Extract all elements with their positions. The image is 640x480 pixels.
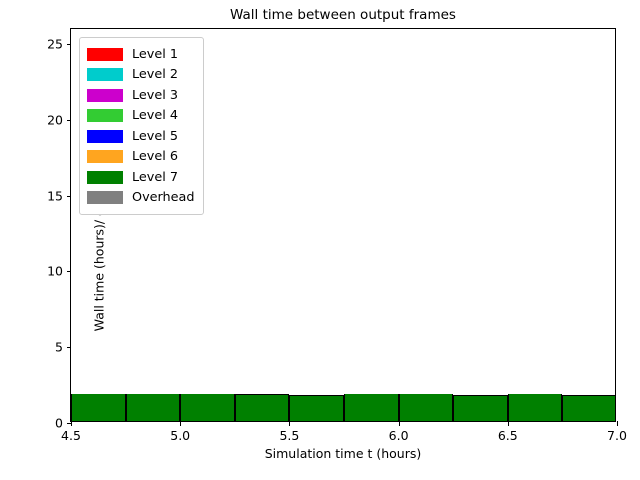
x-tick-mark bbox=[398, 421, 400, 426]
legend-label: Level 5 bbox=[132, 128, 178, 144]
bar bbox=[289, 395, 344, 421]
chart-legend: Level 1 Level 2 Level 3 Level 4 Level 5 Level… bbox=[79, 37, 204, 215]
y-tick-label: 15 bbox=[47, 188, 63, 204]
legend-color-swatch bbox=[87, 129, 123, 143]
legend-label: Level 1 bbox=[132, 46, 178, 62]
bar-segment bbox=[345, 394, 398, 421]
y-tick-label: 25 bbox=[47, 36, 63, 52]
legend-item: Level 6 bbox=[87, 147, 195, 168]
legend-item: Level 4 bbox=[87, 106, 195, 127]
y-tick-mark bbox=[66, 271, 71, 273]
x-tick-mark bbox=[507, 421, 509, 426]
bar-segment bbox=[290, 395, 343, 421]
bar bbox=[507, 393, 563, 421]
legend-label: Level 4 bbox=[132, 108, 178, 124]
x-tick-label: 7.0 bbox=[607, 428, 627, 443]
x-tick-mark bbox=[180, 421, 182, 426]
bar bbox=[344, 393, 399, 421]
bar bbox=[180, 393, 235, 421]
bar-segment bbox=[235, 394, 289, 421]
y-tick-label: 5 bbox=[55, 339, 63, 355]
legend-label: Overhead bbox=[132, 190, 195, 206]
legend-item: Level 3 bbox=[87, 85, 195, 106]
bar bbox=[562, 394, 615, 421]
bar-segment bbox=[454, 395, 507, 421]
y-tick-label: 10 bbox=[47, 263, 63, 279]
y-tick-mark bbox=[66, 119, 71, 121]
x-tick-label: 6.0 bbox=[388, 428, 409, 443]
legend-color-swatch bbox=[87, 170, 123, 184]
legend-item: Level 5 bbox=[87, 126, 195, 147]
bar bbox=[71, 393, 126, 421]
y-tick-mark bbox=[66, 195, 71, 197]
y-tick-mark bbox=[66, 347, 71, 349]
plot-area bbox=[71, 29, 615, 421]
x-tick-mark bbox=[289, 421, 291, 426]
legend-label: Level 7 bbox=[132, 169, 178, 185]
bar-segment bbox=[126, 394, 180, 421]
legend-label: Level 6 bbox=[132, 149, 178, 165]
x-tick-label: 5.0 bbox=[170, 428, 191, 443]
legend-label: Level 3 bbox=[132, 87, 178, 103]
legend-item: Level 2 bbox=[87, 65, 195, 86]
chart-title: Wall time between output frames bbox=[230, 7, 456, 23]
bar-segment bbox=[508, 394, 562, 421]
legend-item: Level 7 bbox=[87, 167, 195, 188]
x-tick-mark bbox=[617, 421, 618, 426]
legend-label: Level 2 bbox=[132, 67, 178, 83]
plot-axes: 0 5 10 15 20 25 4.5 5.0 5.5 6.0 6.5 7.0 Wall time … bbox=[47, 28, 627, 443]
bar bbox=[453, 395, 508, 421]
legend-item: Level 1 bbox=[87, 44, 195, 65]
x-tick-label: 5.5 bbox=[279, 428, 300, 443]
bar bbox=[125, 393, 181, 421]
bar bbox=[234, 394, 290, 421]
y-tick-label: 20 bbox=[47, 112, 63, 128]
legend-color-swatch bbox=[87, 88, 123, 102]
bar-segment bbox=[399, 394, 453, 421]
x-axis-title: Simulation time t (hours) bbox=[264, 446, 422, 461]
bar-segment bbox=[563, 395, 615, 421]
legend-color-swatch bbox=[87, 109, 123, 123]
bar-segment bbox=[72, 394, 125, 421]
legend-color-swatch bbox=[87, 191, 123, 205]
legend-color-swatch bbox=[87, 68, 123, 82]
x-tick-label: 4.5 bbox=[61, 428, 81, 443]
legend-color-swatch bbox=[87, 47, 123, 61]
y-tick-mark bbox=[66, 44, 71, 46]
legend-item: Overhead bbox=[87, 188, 195, 209]
y-tick-mark bbox=[66, 423, 71, 424]
bar-segment bbox=[181, 394, 234, 421]
y-tick-label: 0 bbox=[55, 415, 63, 431]
legend-color-swatch bbox=[87, 150, 123, 164]
x-tick-label: 6.5 bbox=[497, 428, 518, 443]
bar bbox=[398, 393, 454, 421]
x-tick-mark bbox=[71, 421, 72, 426]
